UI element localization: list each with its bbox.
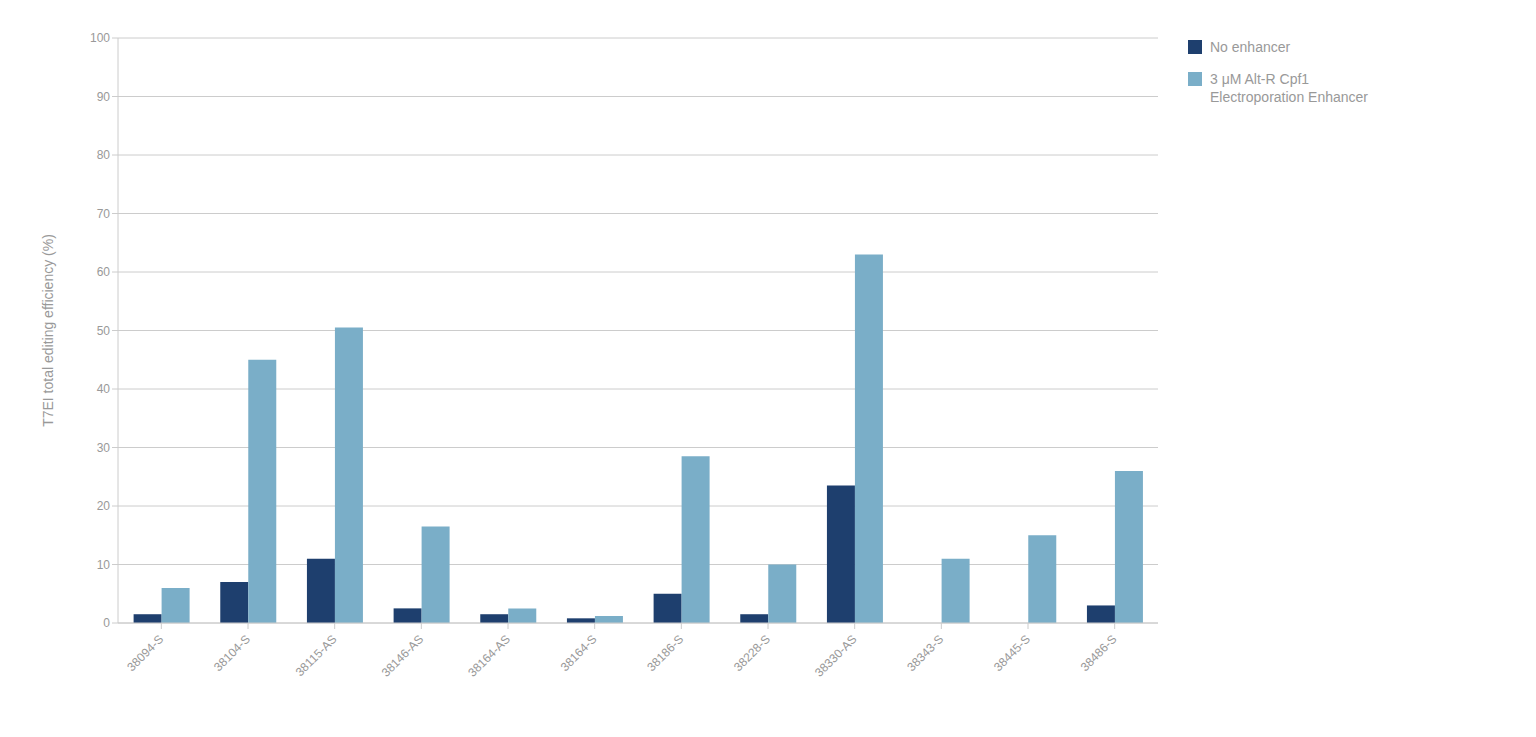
svg-text:0: 0 <box>103 616 110 630</box>
svg-text:38343-S: 38343-S <box>904 632 946 674</box>
svg-text:40: 40 <box>97 382 111 396</box>
svg-text:30: 30 <box>97 441 111 455</box>
html-text:3 μM Alt-R Cpf1: 3 μM Alt-R Cpf1 <box>1210 71 1310 87</box>
html-text:Electroporation Enhancer: Electroporation Enhancer <box>1210 89 1368 105</box>
svg-text:20: 20 <box>97 499 111 513</box>
svg-text:38186-S: 38186-S <box>644 632 686 674</box>
svg-text:70: 70 <box>97 207 111 221</box>
svg-text:38104-S: 38104-S <box>211 632 253 674</box>
html-text:No enhancer: No enhancer <box>1210 39 1291 55</box>
svg-text:38164-AS: 38164-AS <box>465 632 513 680</box>
svg-text:38164-S: 38164-S <box>558 632 600 674</box>
svg-text:100: 100 <box>90 31 110 45</box>
svg-text:38486-S: 38486-S <box>1078 632 1120 674</box>
svg-text:10: 10 <box>97 558 111 572</box>
svg-text:38228-S: 38228-S <box>731 632 773 674</box>
svg-text:90: 90 <box>97 90 111 104</box>
svg-text:80: 80 <box>97 148 111 162</box>
svg-text:38445-S: 38445-S <box>991 632 1033 674</box>
svg-text:T7EI total editing efficiency: T7EI total editing efficiency (%) <box>40 234 56 427</box>
svg-text:38146-AS: 38146-AS <box>379 632 427 680</box>
svg-text:38094-S: 38094-S <box>124 632 166 674</box>
svg-text:50: 50 <box>97 324 111 338</box>
svg-text:38330-AS: 38330-AS <box>812 632 860 680</box>
svg-text:60: 60 <box>97 265 111 279</box>
svg-text:38115-AS: 38115-AS <box>293 632 340 679</box>
